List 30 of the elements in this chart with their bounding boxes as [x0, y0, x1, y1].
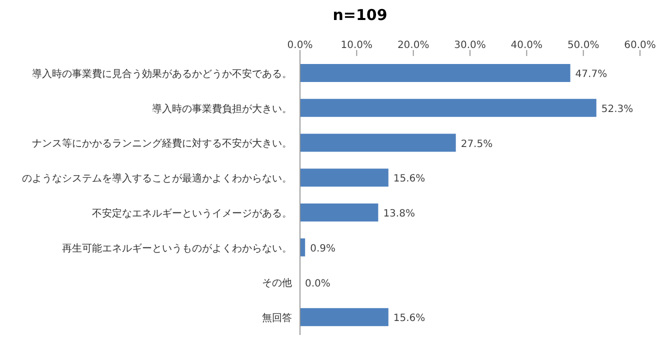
data-label: 0.9% — [310, 243, 336, 254]
bar — [300, 308, 388, 326]
data-label: 47.7% — [575, 69, 608, 80]
chart-title: n=109 — [332, 5, 388, 26]
x-tick-label: 40.0% — [510, 40, 543, 51]
y-tick-label: 導入時の事業費に見合う効果があるかどうか不安である。 — [32, 68, 292, 80]
data-label: 15.6% — [393, 313, 426, 324]
bar — [300, 98, 596, 117]
data-label: 52.3% — [601, 104, 634, 115]
x-tick-label: 50.0% — [567, 40, 600, 51]
y-tick-label: その他 — [262, 277, 292, 290]
x-tick-label: 30.0% — [454, 40, 486, 51]
y-tick-label: 無回答 — [262, 312, 292, 324]
y-tick-label: 不安定なエネルギーというイメージがある。 — [92, 207, 292, 220]
x-tick-label: 20.0% — [397, 40, 430, 51]
y-tick-label: のようなシステムを導入することが最適かよくわからない。 — [22, 172, 292, 185]
x-tick-label: 0.0% — [287, 40, 313, 51]
bar — [300, 168, 388, 187]
bar — [300, 134, 456, 152]
y-tick-label: 導入時の事業費負担が大きい。 — [152, 102, 292, 115]
bar — [300, 204, 378, 222]
data-label: 0.0% — [305, 278, 330, 290]
x-tick-label: 60.0% — [624, 40, 656, 51]
y-tick-label: ナンス等にかかるランニング経費に対する不安が大きい。 — [32, 138, 292, 150]
data-label: 27.5% — [460, 138, 493, 150]
data-label: 13.8% — [383, 208, 415, 220]
bar — [300, 64, 570, 82]
x-tick-label: 10.0% — [340, 40, 373, 51]
y-tick-label: 再生可能エネルギーというものがよくわからない。 — [62, 242, 292, 254]
data-label: 15.6% — [393, 174, 426, 185]
